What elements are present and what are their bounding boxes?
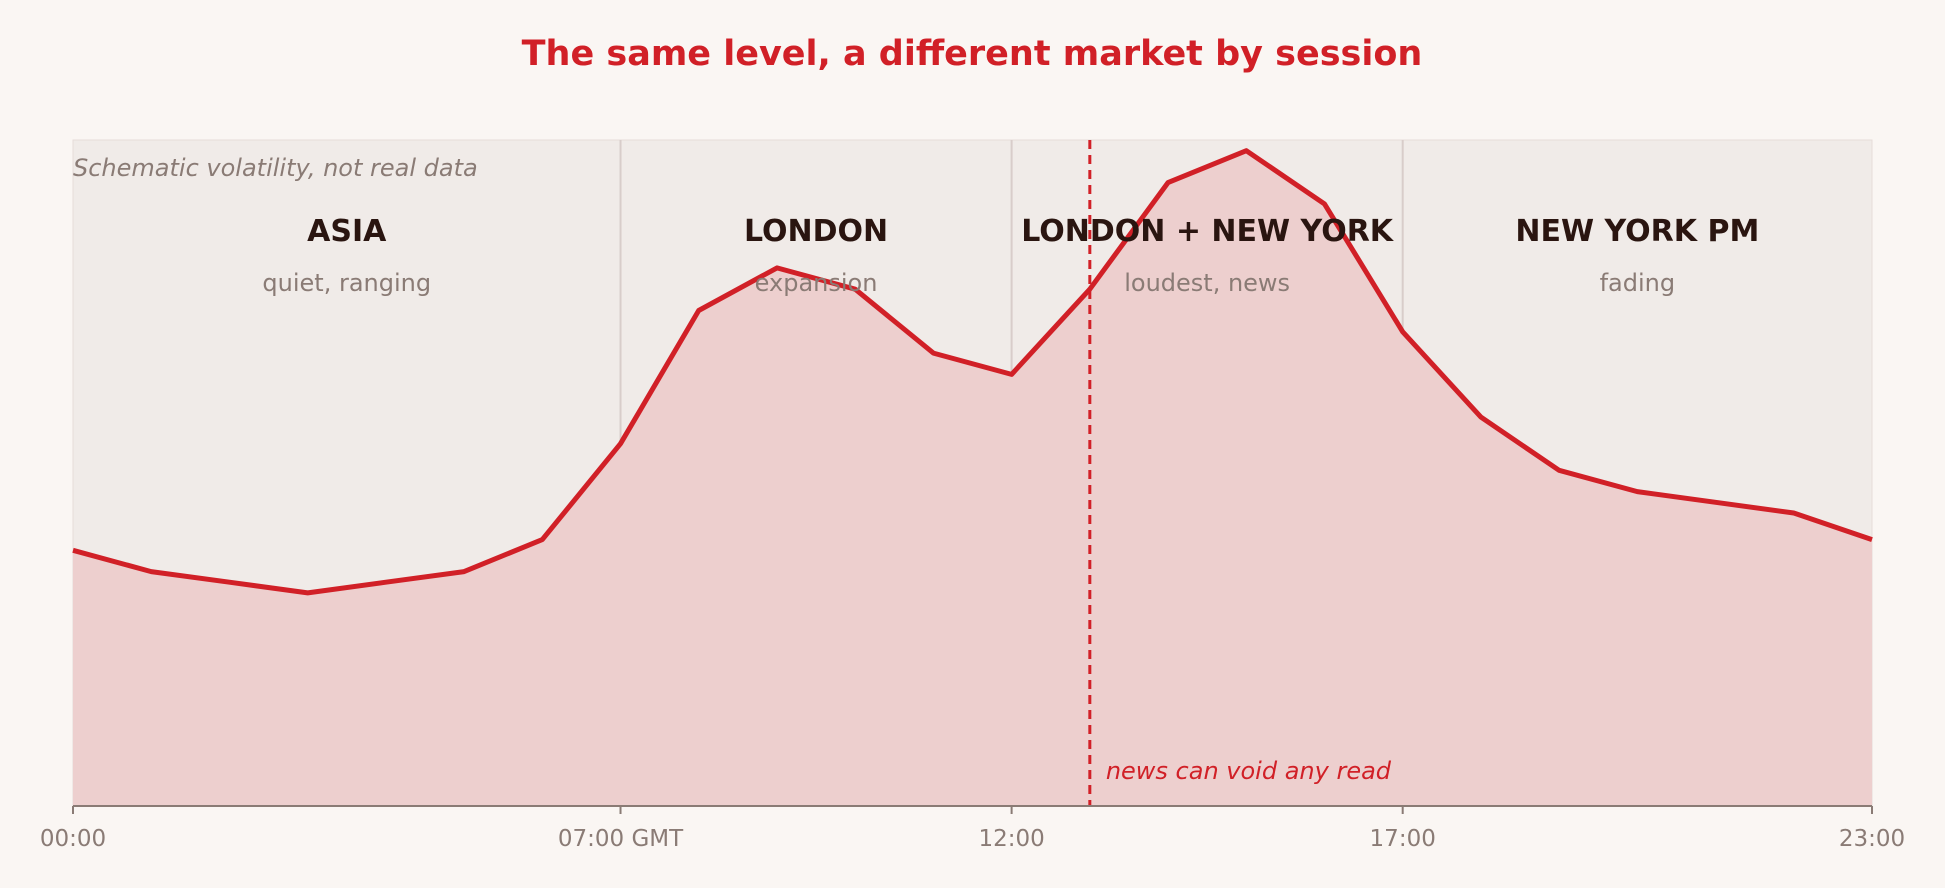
x-axis-ticks: 00:00 07:00 GMT 12:00 17:00 23:00 xyxy=(40,806,1905,852)
session-labels: ASIA quiet, ranging LONDON expansion LONDON … xyxy=(262,214,1759,297)
schematic-note: Schematic volatility, not real data xyxy=(73,154,478,182)
tick-label: 23:00 xyxy=(1839,826,1905,852)
tick-label: 07:00 GMT xyxy=(558,826,684,852)
news-event-label: news can void any read xyxy=(1106,757,1392,785)
volatility-line xyxy=(72,148,1873,596)
chart-title: The same level, a different market by se… xyxy=(522,34,1423,74)
tick-label: 17:00 xyxy=(1370,826,1436,852)
session-description: expansion xyxy=(755,269,878,297)
session-description: quiet, ranging xyxy=(262,269,431,297)
session-description: loudest, news xyxy=(1124,269,1290,297)
session-name: LONDON xyxy=(744,214,888,249)
session-name: LONDON + NEW YORK xyxy=(1021,214,1395,249)
volatility-area xyxy=(73,150,1872,806)
session-name: NEW YORK PM xyxy=(1515,214,1759,249)
session-name: ASIA xyxy=(307,214,387,249)
tick-label: 00:00 xyxy=(40,826,106,852)
tick-label: 12:00 xyxy=(978,826,1044,852)
session-description: fading xyxy=(1600,269,1676,297)
